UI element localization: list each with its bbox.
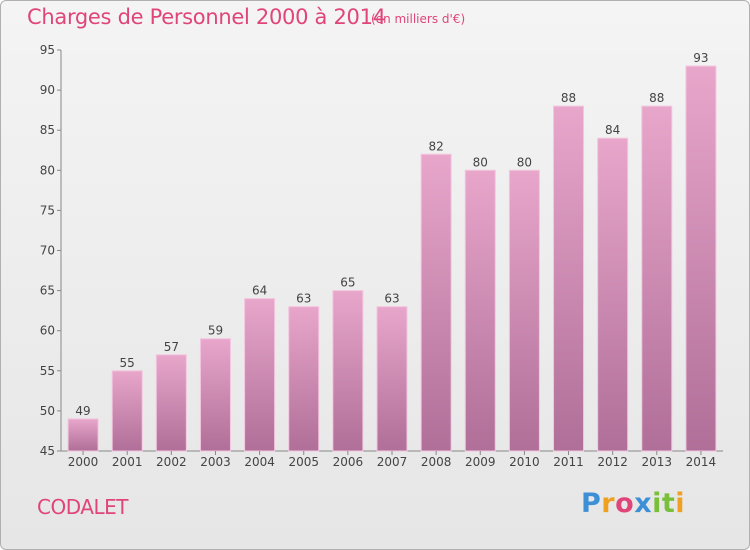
bar: [597, 137, 629, 452]
logo-letter: r: [601, 488, 616, 519]
data-label: 49: [75, 404, 90, 418]
logo-letter: i: [652, 488, 662, 519]
y-tick-label: 70: [40, 244, 55, 258]
data-label: 55: [120, 356, 135, 370]
data-label: 80: [473, 155, 488, 169]
bar: [199, 338, 231, 452]
x-tick-label: 2004: [244, 455, 275, 469]
bar: [464, 169, 496, 452]
bar: [155, 354, 187, 452]
data-label: 59: [208, 324, 223, 338]
bar: [685, 65, 717, 452]
bar: [67, 418, 99, 452]
chart-subtitle: (en milliers d'€): [371, 12, 466, 26]
x-tick-label: 2008: [421, 455, 452, 469]
x-tick-label: 2014: [686, 455, 717, 469]
data-label: 88: [649, 91, 664, 105]
bar: [420, 153, 452, 452]
bar: [288, 306, 320, 452]
x-tick-label: 2002: [156, 455, 187, 469]
data-label: 84: [605, 123, 620, 137]
x-tick-label: 2000: [68, 455, 99, 469]
y-tick-label: 75: [40, 203, 55, 217]
logo-letter: o: [615, 488, 635, 519]
bar: [376, 306, 408, 452]
data-label: 63: [384, 292, 399, 306]
y-tick-label: 90: [40, 83, 55, 97]
data-label: 65: [340, 276, 355, 290]
y-tick-label: 50: [40, 404, 55, 418]
bar: [111, 370, 143, 452]
y-tick-label: 95: [40, 43, 55, 57]
bar: [553, 105, 585, 452]
x-tick-label: 2009: [465, 455, 496, 469]
y-tick-label: 80: [40, 163, 55, 177]
logo-letter: t: [661, 488, 676, 519]
x-tick-label: 2011: [553, 455, 584, 469]
data-label: 57: [164, 340, 179, 354]
y-tick-label: 85: [40, 123, 55, 137]
data-label: 88: [561, 91, 576, 105]
data-label: 93: [693, 51, 708, 65]
bar: [332, 290, 364, 452]
proxiti-logo[interactable]: Proxiti: [581, 488, 691, 524]
y-tick-label: 65: [40, 284, 55, 298]
x-tick-label: 2001: [112, 455, 143, 469]
logo-letter: i: [675, 488, 686, 519]
y-tick-label: 60: [40, 324, 55, 338]
x-tick-label: 2010: [509, 455, 540, 469]
data-label: 80: [517, 155, 532, 169]
bar: [244, 298, 276, 452]
commune-name: CODALET: [37, 495, 128, 519]
x-tick-label: 2003: [200, 455, 231, 469]
x-tick-label: 2007: [377, 455, 408, 469]
bar: [641, 105, 673, 452]
x-tick-label: 2013: [642, 455, 673, 469]
y-tick-label: 45: [40, 444, 55, 458]
data-label: 63: [296, 292, 311, 306]
x-tick-label: 2006: [333, 455, 364, 469]
data-label: 64: [252, 284, 267, 298]
data-label: 82: [428, 139, 443, 153]
x-tick-label: 2005: [288, 455, 319, 469]
y-tick-label: 55: [40, 364, 55, 378]
logo-letter: x: [634, 488, 653, 519]
x-tick-label: 2012: [597, 455, 628, 469]
chart-title: Charges de Personnel 2000 à 2014: [27, 5, 386, 29]
bar: [508, 169, 540, 452]
logo-letter: P: [581, 488, 602, 519]
